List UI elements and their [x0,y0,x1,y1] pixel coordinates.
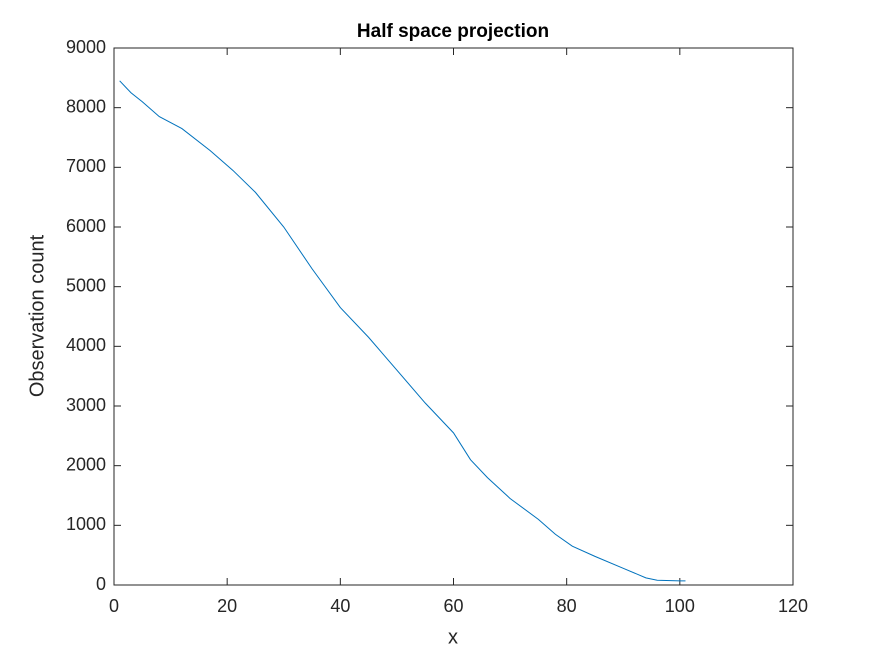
y-tick-label: 9000 [66,37,106,57]
data-line [119,80,686,582]
y-tick-label: 1000 [66,514,106,534]
y-tick-label: 2000 [66,454,106,474]
x-axis-label: x [448,626,458,648]
x-tick-label: 20 [217,596,237,616]
x-tick-label: 0 [109,596,119,616]
chart-title: Half space projection [357,21,549,42]
y-tick-label: 0 [96,574,106,594]
y-tick-label: 7000 [66,156,106,176]
x-tick-label: 120 [778,596,808,616]
y-tick-label: 8000 [66,96,106,116]
y-axis-label: Observation count [26,234,48,397]
y-tick-label: 5000 [66,275,106,295]
x-tick-label: 100 [665,596,695,616]
x-tick-label: 40 [330,596,350,616]
y-tick-label: 4000 [66,335,106,355]
x-tick-label: 80 [557,596,577,616]
y-tick-label: 6000 [66,216,106,236]
x-tick-label: 60 [443,596,463,616]
y-tick-label: 3000 [66,395,106,415]
